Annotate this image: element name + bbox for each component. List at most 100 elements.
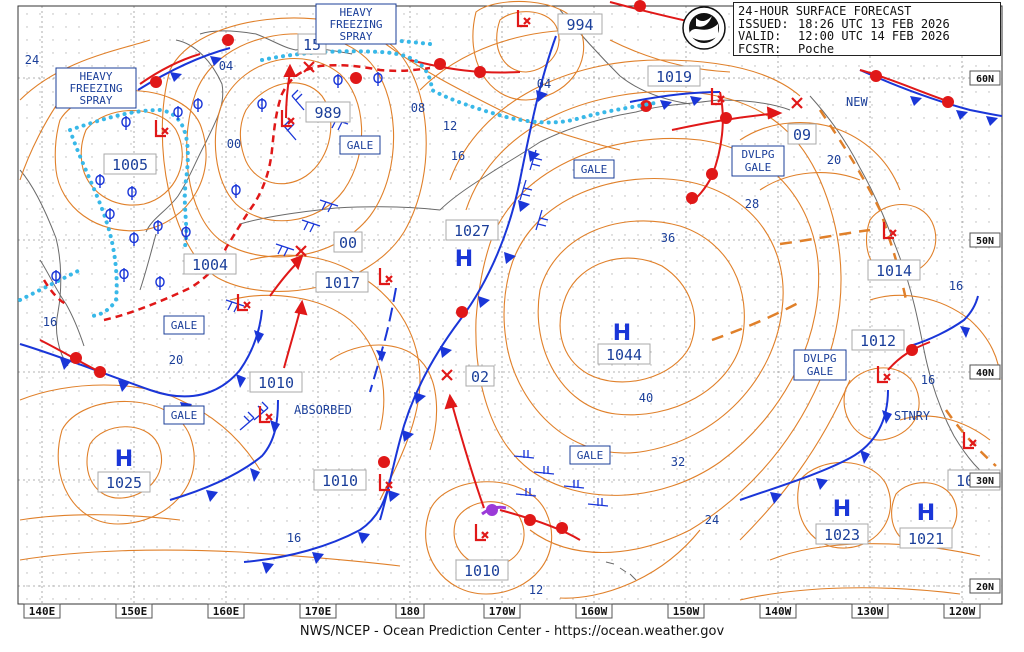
isobar-1028 — [465, 90, 842, 554]
wind-barb — [239, 411, 255, 431]
isobar-1012-ring — [843, 367, 920, 441]
isobar-label: 12 — [529, 583, 543, 597]
cold-front-ne — [859, 69, 1003, 117]
pressure-label-1017: 1017 — [315, 271, 369, 293]
spray-symbol — [373, 72, 383, 86]
lon-tick: 120W — [943, 603, 981, 619]
isobar-1023-ring — [797, 461, 891, 549]
isobar-label: 28 — [745, 197, 759, 211]
low-symbol-1012 — [876, 366, 891, 384]
wind-barb — [275, 243, 295, 257]
lon-tick: 150W — [667, 603, 705, 619]
footer-credit: NWS/NCEP - Ocean Prediction Center - htt… — [299, 624, 725, 639]
pressure-value: 1044 — [606, 346, 642, 364]
isobar-label: 40 — [639, 391, 653, 405]
pressure-value: 1010 — [464, 562, 500, 580]
pressure-value: 1019 — [656, 68, 692, 86]
lon-label: 170E — [305, 605, 332, 618]
forecast-title: 24-HOUR SURFACE FORECAST — [738, 4, 912, 18]
cold-front-west-2 — [169, 399, 279, 501]
coastlines — [19, 9, 1001, 581]
isobar-mid-1 — [249, 254, 421, 501]
spray-symbol — [231, 184, 241, 198]
isobar-east-1 — [869, 294, 1001, 381]
lon-label: 180 — [400, 605, 420, 618]
forecast-info-box: 24-HOUR SURFACE FORECAST ISSUED: 18:26 UT… — [733, 2, 1001, 56]
forecaster-value: Poche — [798, 41, 835, 56]
isobar-1010-ring2 — [425, 481, 553, 595]
isobar-label: 24 — [25, 53, 39, 67]
valid-label: VALID: — [738, 29, 782, 43]
spray-symbol — [155, 276, 165, 290]
high-symbol-1021: H — [917, 501, 935, 526]
pressure-labels: 1005 989 994 1019 09 1004 00 1017 1010 1… — [97, 13, 1001, 581]
low-symbol-1014 — [882, 222, 897, 240]
japan — [39, 259, 85, 347]
freezing-spray-symbols — [51, 72, 383, 290]
longitude-axis: 140E 150E 160E 170E 180 170W 160W 150W 1… — [23, 603, 981, 619]
pressure-label-1004: 1004 — [183, 253, 237, 275]
low-symbol-1010a — [258, 406, 273, 424]
lon-label: 150W — [673, 605, 700, 618]
spray-symbol — [119, 268, 129, 282]
latitude-axis: 60N 50N 40N 30N 20N — [969, 70, 1001, 594]
isobars — [19, 0, 1001, 601]
spray-boundary-sw — [18, 268, 82, 302]
pressure-label-02: 02 — [465, 365, 495, 387]
warning-line: HEAVY — [79, 70, 112, 83]
isobar-1025-ring — [86, 426, 163, 499]
isobar-1044-inner — [559, 257, 696, 383]
gale-box-4: GALE — [163, 405, 205, 425]
low-symbol-1010c — [474, 524, 489, 542]
pressure-value: 1021 — [908, 530, 944, 548]
warning-line: GALE — [347, 139, 374, 152]
stationary-dash-1 — [779, 228, 871, 246]
stationary-dash-2 — [711, 300, 801, 342]
isobar-label: 16 — [287, 531, 301, 545]
cold-front-e2 — [909, 295, 979, 347]
spray-symbol — [153, 220, 163, 234]
pressure-label-1005: 1005 — [103, 153, 157, 175]
gale-box-2: GALE — [573, 159, 615, 179]
kuril-chain — [139, 233, 157, 291]
lat-label: 50N — [976, 236, 994, 247]
lon-label: 120W — [949, 605, 976, 618]
warm-front-nw — [139, 53, 201, 85]
isobar-label: 16 — [921, 373, 935, 387]
gale-box-1: GALE — [339, 135, 381, 155]
high-symbol-1044: H — [613, 321, 631, 346]
pressure-value: 1027 — [454, 222, 490, 240]
lat-label: 20N — [976, 582, 994, 593]
lon-tick: 160W — [575, 603, 613, 619]
spray-symbol — [173, 106, 183, 120]
cross-02 — [441, 369, 453, 381]
high-symbols: H H H H H — [115, 247, 935, 526]
isobar-label: 36 — [661, 231, 675, 245]
wind-barb — [291, 89, 305, 111]
lon-tick: 160E — [207, 603, 245, 619]
lon-tick: 140W — [759, 603, 797, 619]
isobar-values: 24 04 00 08 12 16 04 28 36 20 16 20 40 3… — [25, 53, 963, 597]
gale-box-3: GALE — [163, 315, 205, 335]
isobar-se-2 — [739, 587, 961, 601]
isobar-east-2 — [899, 415, 991, 441]
movement-arrow — [671, 113, 771, 131]
wind-barb — [515, 488, 537, 497]
isobar-label: 16 — [451, 149, 465, 163]
issued-value: 18:26 UTC 13 FEB 2026 — [798, 16, 950, 31]
isobar-label: 04 — [537, 77, 551, 91]
spray-symbol — [181, 226, 191, 240]
cross-09 — [791, 97, 803, 109]
pressure-label-09: 09 — [787, 123, 817, 145]
wind-barb — [563, 480, 585, 489]
front-symbols — [60, 0, 998, 574]
isobar-label: 08 — [411, 101, 425, 115]
pressure-value: 989 — [314, 104, 341, 122]
warning-line: DVLPG — [741, 148, 774, 161]
isobar-1014-ring — [866, 203, 937, 277]
isobar-north-2 — [609, 39, 731, 73]
cold-front-south — [243, 479, 391, 563]
isobar-label: 04 — [219, 59, 233, 73]
isobar-ne-1 — [739, 122, 901, 191]
